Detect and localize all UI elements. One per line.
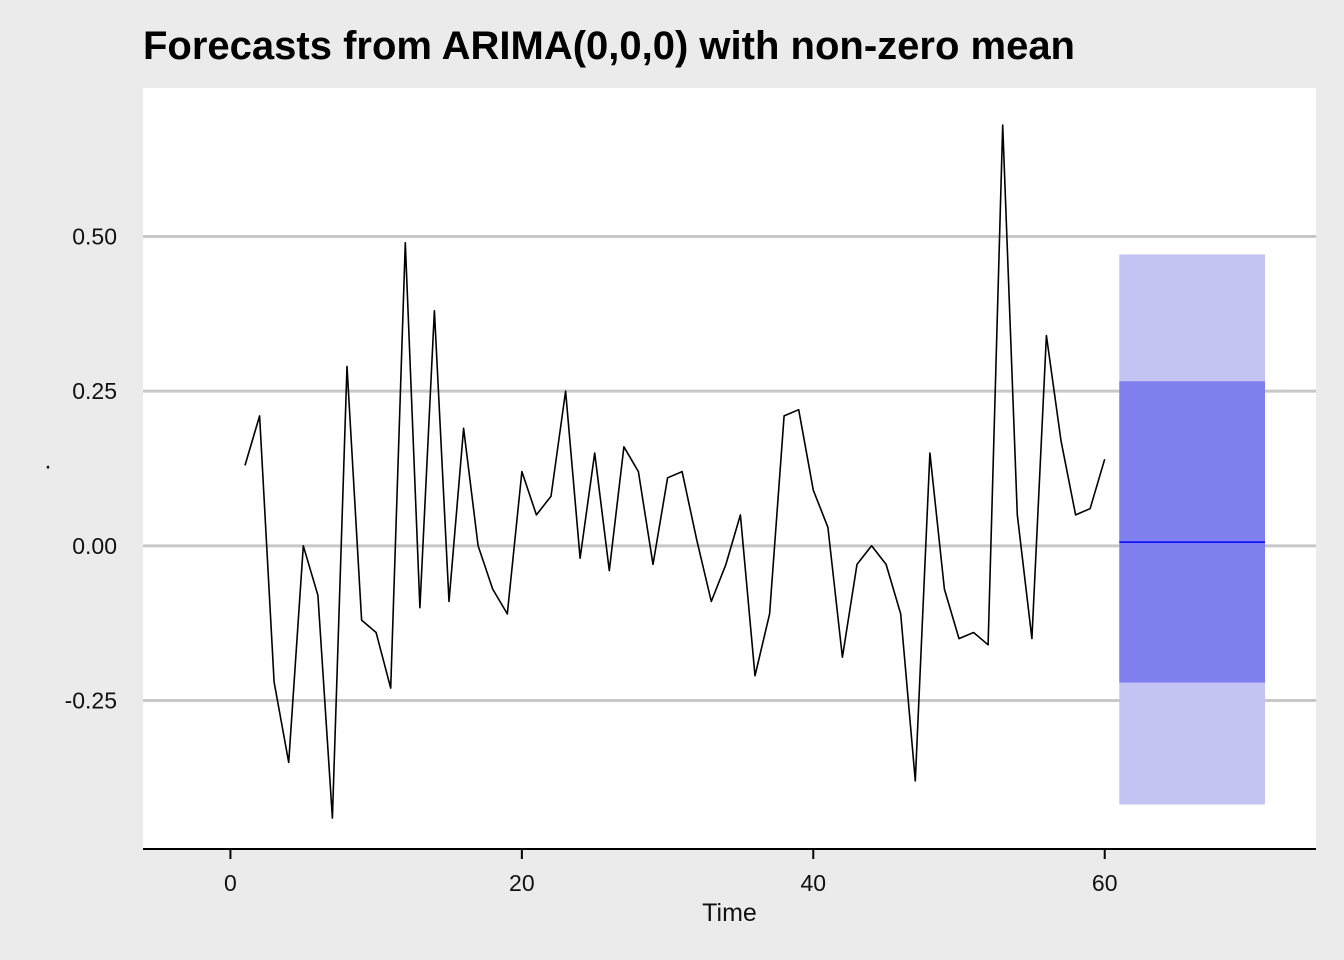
y-tick-label: 0.00 (72, 533, 117, 559)
x-tick-label: 40 (800, 870, 826, 896)
axes: 0.50 0.25 0.00 -0.25 0 20 40 60 (65, 223, 1316, 896)
chart-title: Forecasts from ARIMA(0,0,0) with non-zer… (143, 24, 1075, 68)
x-tick-label: 20 (509, 870, 535, 896)
forecast-bands (1119, 254, 1265, 805)
x-tick-label: 0 (224, 870, 237, 896)
y-axis-title: . (45, 447, 52, 475)
y-tick-label: -0.25 (65, 688, 117, 714)
y-tick-label: 0.25 (72, 378, 117, 404)
y-tick-label: 0.50 (72, 223, 117, 249)
x-axis-title: Time (702, 899, 757, 927)
series-lines (244, 124, 1106, 819)
x-tick-label: 60 (1092, 870, 1118, 896)
forecast-band-80 (1119, 381, 1265, 683)
series-line (244, 124, 1106, 819)
